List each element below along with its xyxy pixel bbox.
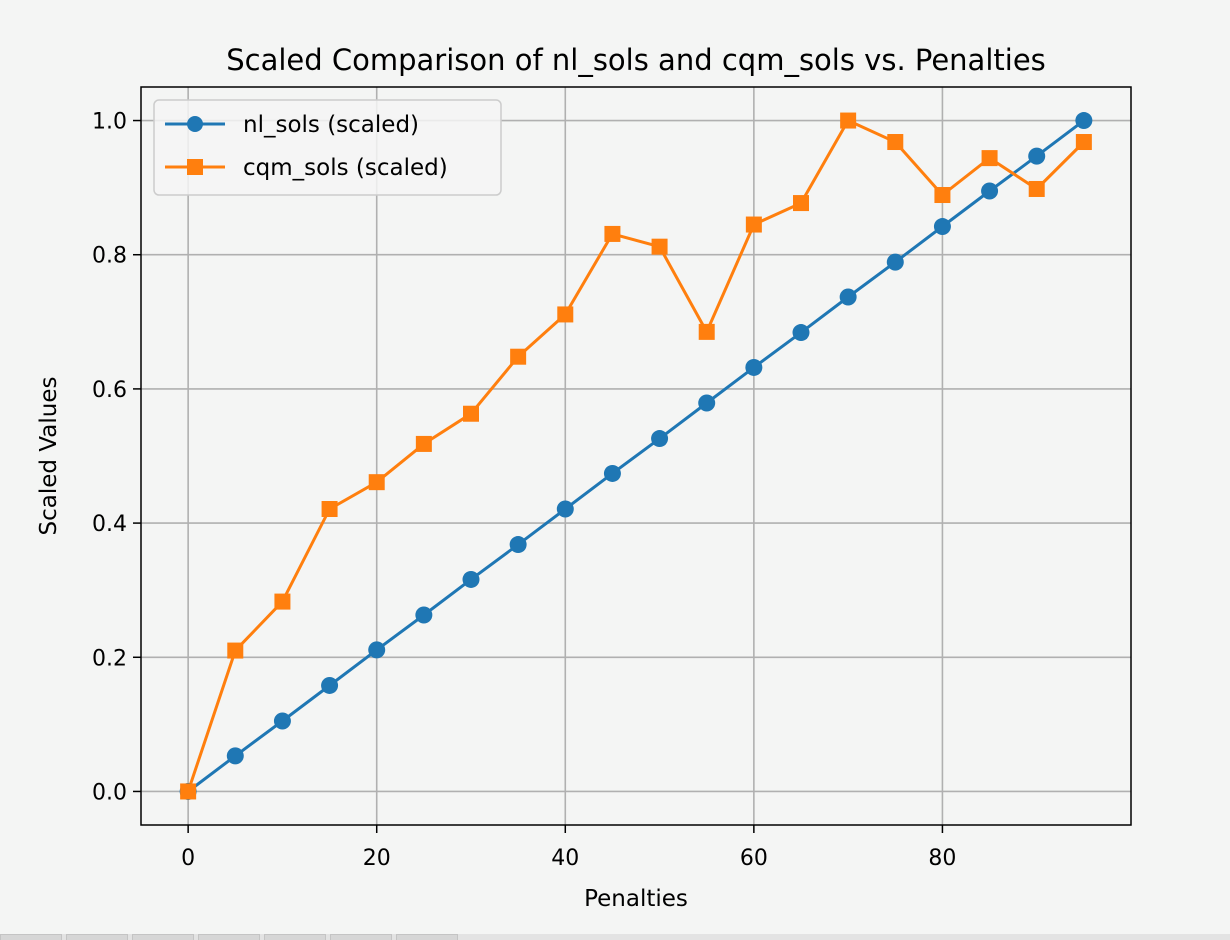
data-point-nl-sols: [462, 570, 480, 588]
data-point-cqm-sols: [557, 306, 574, 323]
y-tick-label: 0.2: [92, 646, 127, 671]
data-point-nl-sols: [509, 536, 527, 554]
y-tick-label: 0.0: [92, 780, 127, 805]
data-point-cqm-sols: [227, 642, 244, 659]
tab[interactable]: [396, 934, 458, 940]
data-point-nl-sols: [273, 712, 291, 730]
data-point-cqm-sols: [1028, 180, 1045, 197]
data-point-cqm-sols: [698, 323, 715, 340]
chart-title: Scaled Comparison of nl_sols and cqm_sol…: [226, 43, 1046, 77]
data-point-nl-sols: [698, 394, 716, 412]
bottom-tab-strip: [0, 934, 1230, 940]
x-tick-label: 0: [181, 846, 195, 871]
data-point-nl-sols: [745, 358, 763, 376]
data-point-nl-sols: [368, 641, 386, 659]
grid: [141, 87, 1131, 825]
x-tick-label: 80: [928, 846, 956, 871]
tab[interactable]: [0, 934, 62, 940]
y-axis-title: Scaled Values: [36, 377, 62, 536]
data-point-cqm-sols: [321, 501, 338, 518]
data-point-nl-sols: [556, 500, 574, 518]
legend-label-nl-sols: nl_sols (scaled): [243, 112, 419, 138]
x-tick-label: 40: [551, 846, 579, 871]
tab[interactable]: [132, 934, 194, 940]
y-tick-label: 0.4: [92, 512, 127, 537]
data-point-cqm-sols: [1075, 134, 1092, 151]
data-point-nl-sols: [839, 288, 857, 306]
data-point-cqm-sols: [180, 783, 197, 800]
data-point-cqm-sols: [793, 195, 809, 212]
data-point-cqm-sols: [887, 134, 904, 151]
y-tick-label: 0.6: [92, 378, 127, 403]
tab[interactable]: [198, 934, 260, 940]
legend-box: [153, 99, 502, 196]
data-point-nl-sols: [1075, 112, 1093, 130]
data-point-nl-sols: [226, 747, 244, 765]
x-tick-label: 20: [363, 846, 391, 871]
series-line-nl-sols: [187, 119, 1085, 793]
y-tick-label: 0.8: [92, 244, 127, 269]
legend-marker-nl-sols: [187, 116, 203, 132]
x-axis-title: Penalties: [584, 886, 688, 912]
data-point-nl-sols: [981, 182, 999, 200]
data-point-nl-sols: [321, 676, 339, 694]
data-point-nl-sols: [415, 606, 433, 624]
data-point-cqm-sols: [368, 474, 385, 491]
data-point-nl-sols: [603, 464, 621, 482]
tab[interactable]: [330, 934, 392, 940]
data-point-cqm-sols: [463, 405, 479, 422]
ticks: 0 20 40 60 80 0.0 0.2 0.4 0.6 0.8 1.0: [92, 110, 956, 871]
data-point-cqm-sols: [274, 593, 291, 610]
series-layer: [179, 112, 1093, 800]
data-point-nl-sols: [651, 430, 669, 448]
data-point-cqm-sols: [840, 112, 857, 129]
legend-label-cqm-sols: cqm_sols (scaled): [243, 155, 448, 181]
data-point-nl-sols: [933, 218, 951, 236]
x-tick-label: 60: [740, 846, 768, 871]
data-point-nl-sols: [792, 324, 810, 342]
legend: nl_sols (scaled) cqm_sols (scaled): [153, 99, 502, 196]
data-point-cqm-sols: [604, 225, 621, 242]
data-point-cqm-sols: [651, 238, 668, 255]
data-point-cqm-sols: [510, 348, 527, 365]
tab[interactable]: [66, 934, 128, 940]
data-point-cqm-sols: [934, 187, 951, 204]
plot-frame: [140, 86, 1132, 826]
legend-marker-cqm-sols: [187, 159, 203, 175]
tab[interactable]: [264, 934, 326, 940]
data-point-cqm-sols: [745, 216, 762, 233]
data-point-nl-sols: [1028, 147, 1046, 165]
data-point-cqm-sols: [415, 435, 432, 452]
y-tick-label: 1.0: [92, 110, 127, 135]
data-point-cqm-sols: [981, 150, 998, 167]
data-point-nl-sols: [886, 253, 904, 271]
